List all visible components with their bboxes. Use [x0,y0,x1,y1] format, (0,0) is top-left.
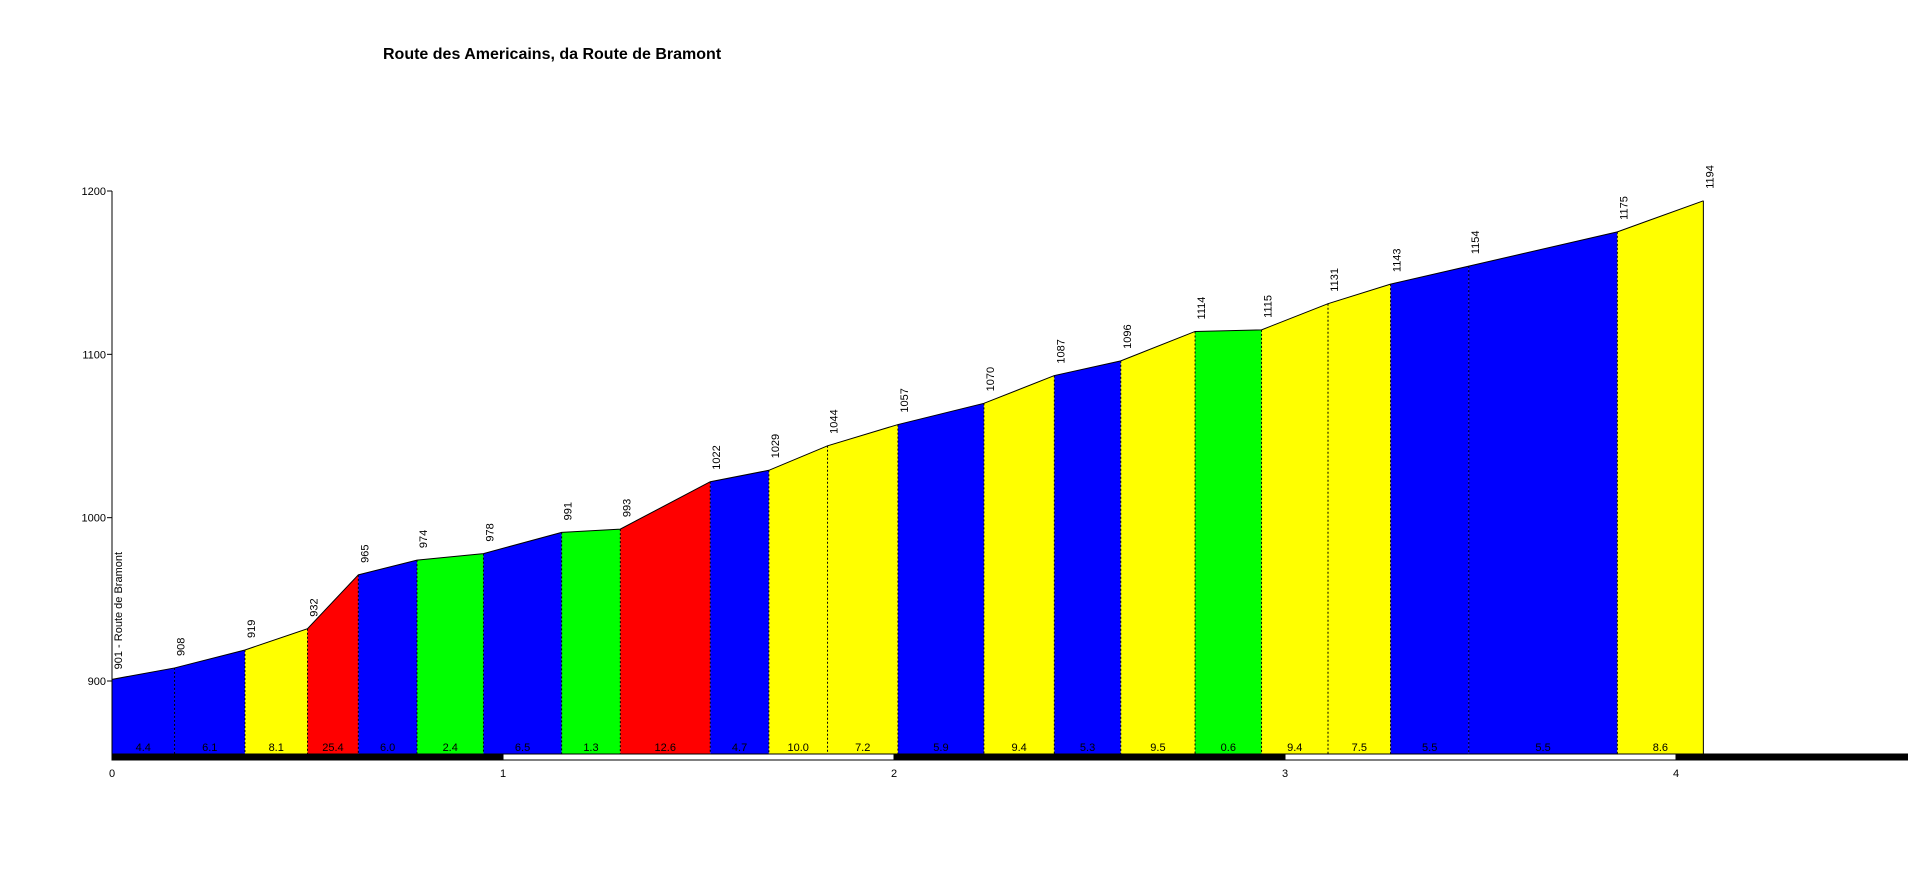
segment-fill [1261,303,1329,754]
segment-fill [1195,329,1262,754]
elevation-label: 978 [484,523,496,541]
elevation-label: 1057 [899,388,911,412]
start-label: 901 - Route de Bramont [113,552,125,669]
gradient-label: 6.5 [515,742,530,754]
elevation-label: 1154 [1470,230,1482,254]
segment-fill [483,532,562,754]
elevation-label: 1114 [1196,297,1208,320]
distance-bar-segment [1675,753,1908,761]
distance-bar-segment [502,753,895,761]
segment-fill [244,628,308,754]
y-tick-label: 1100 [82,349,106,361]
segment-fill [561,529,621,754]
gradient-label: 5.3 [1080,742,1095,754]
segment-fill [710,470,769,754]
elevation-label: 1096 [1122,324,1134,348]
elevation-label: 1022 [711,445,723,469]
gradient-label: 5.9 [933,742,948,754]
gradient-label: 12.6 [655,742,676,754]
profile-outline [111,200,1704,680]
gradient-label: 5.5 [1422,742,1437,754]
y-tick-label: 1200 [82,186,106,198]
gradient-label: 6.0 [380,742,395,754]
labels: 901 - Route de Bramont 908 919 932 965 974 978… [113,165,1716,754]
gradient-label: 9.5 [1150,742,1165,754]
gradient-label: 2.4 [443,742,458,754]
x-tick-label: 1 [500,768,506,780]
gradient-label: 1.3 [583,742,598,754]
elevation-label: 1115 [1263,295,1275,318]
segment-fill [307,574,359,754]
elevation-label: 1175 [1618,196,1630,220]
segment-fill [1468,231,1618,755]
y-tick-label: 900 [88,676,106,688]
distance-bar-segment [893,753,1286,761]
segment-fill [112,667,175,754]
gradient-label: 7.2 [855,742,870,754]
segment-fill [897,403,984,754]
elevation-label: 932 [309,598,321,616]
gradient-label: 25.4 [322,742,343,754]
gradient-label: 9.4 [1287,742,1302,754]
segment-fill [1617,200,1704,755]
distance-bar-segment [1284,753,1677,761]
elevation-label: 993 [621,499,633,517]
x-tick-label: 3 [1282,768,1288,780]
x-tick-label: 2 [891,768,897,780]
segment-fill [1120,331,1196,754]
segment-fill [416,553,484,754]
elevation-label: 974 [418,530,430,548]
elevation-label: 1070 [985,367,997,391]
segment-fill [827,424,898,754]
segment-fills [112,200,1704,755]
gradient-label: 10.0 [787,742,808,754]
segment-fill [768,445,828,754]
gradient-label: 8.1 [269,742,284,754]
elevation-label: 908 [176,638,188,656]
elevation-label: 991 [563,502,575,520]
profile-line [111,200,1704,680]
elevation-label: 1131 [1329,268,1341,292]
elevation-label: 1044 [829,409,841,433]
segment-fill [358,560,417,754]
gradient-label: 8.6 [1653,742,1668,754]
axes: 900 1000 1100 1200 0 1 2 3 4 [82,186,1908,780]
elevation-label: 965 [359,544,371,562]
segment-fill [620,481,711,754]
x-tick-label: 4 [1673,768,1679,780]
y-tick-label: 1000 [82,513,106,525]
segment-fill [1328,284,1391,754]
elevation-label: 1029 [770,434,782,458]
segment-dividers [174,200,1704,754]
gradient-label: 4.4 [136,742,151,754]
segment-fill [1054,360,1121,754]
elevation-label: 1143 [1392,248,1404,272]
gradient-label: 5.5 [1535,742,1550,754]
segment-fill [983,375,1055,754]
gradient-label: 6.1 [202,742,217,754]
segment-fill [1390,266,1469,754]
gradient-label: 0.6 [1221,742,1236,754]
elevation-label: 919 [246,620,258,638]
chart-title: Route des Americains, da Route de Bramon… [383,46,722,63]
elevation-label: 1194 [1704,165,1716,189]
gradient-label: 7.5 [1352,742,1367,754]
x-tick-label: 0 [109,768,115,780]
gradient-label: 9.4 [1011,742,1026,754]
gradient-label: 4.7 [732,742,747,754]
elevation-label: 1087 [1055,339,1067,363]
distance-bar-segment [111,753,504,761]
segment-fill [174,649,245,754]
